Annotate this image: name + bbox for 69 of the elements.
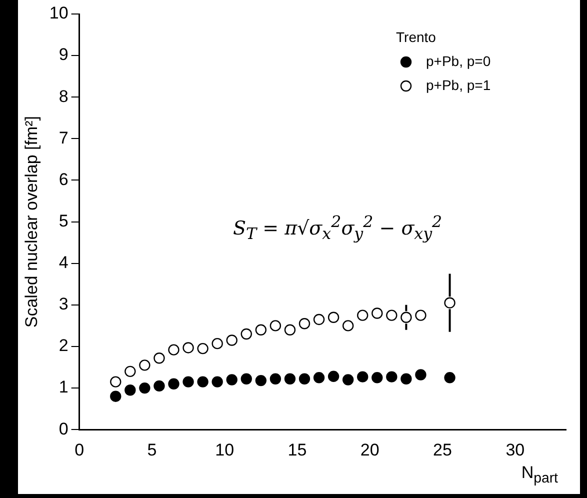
y-tick-label: 1 bbox=[58, 378, 68, 397]
point bbox=[197, 376, 208, 388]
point bbox=[372, 372, 383, 384]
point bbox=[328, 370, 340, 382]
point bbox=[168, 344, 180, 356]
x-axis-title: N$_{part}$ bbox=[521, 462, 558, 486]
point bbox=[415, 310, 426, 321]
point bbox=[313, 314, 325, 326]
legend-title: Trento bbox=[396, 28, 436, 45]
point bbox=[124, 366, 136, 378]
point bbox=[270, 373, 282, 384]
point bbox=[400, 312, 412, 323]
y-tick-label: 9 bbox=[58, 45, 68, 64]
point bbox=[110, 390, 122, 402]
y-tick-label: 10 bbox=[49, 4, 68, 23]
point bbox=[386, 310, 398, 321]
point bbox=[270, 320, 282, 332]
x-tick-label: 10 bbox=[215, 440, 234, 460]
x-tick-label: 0 bbox=[74, 440, 84, 460]
point bbox=[212, 338, 223, 350]
point bbox=[444, 372, 456, 384]
point bbox=[284, 324, 296, 336]
point bbox=[110, 376, 122, 388]
point bbox=[298, 373, 310, 384]
point bbox=[182, 376, 194, 388]
legend-label: p+Pb, p=0 bbox=[426, 52, 491, 69]
point bbox=[328, 312, 340, 323]
point bbox=[240, 328, 252, 340]
point bbox=[284, 373, 296, 384]
point bbox=[182, 342, 194, 354]
y-tick-label: 7 bbox=[58, 128, 68, 148]
point bbox=[212, 376, 223, 388]
point bbox=[342, 374, 354, 386]
x-tick-label: 15 bbox=[288, 440, 307, 460]
point bbox=[154, 352, 165, 364]
point bbox=[255, 374, 267, 386]
point bbox=[386, 371, 398, 382]
y-tick-label: 0 bbox=[58, 419, 68, 438]
legend-label: p+Pb, p=1 bbox=[426, 76, 491, 93]
y-axis-title: Scaled nuclear overlap [fm²] bbox=[22, 116, 41, 328]
point bbox=[240, 373, 252, 384]
y-tick-label: 5 bbox=[58, 211, 68, 230]
point bbox=[313, 372, 325, 384]
x-tick-label: 20 bbox=[360, 440, 380, 460]
point bbox=[372, 308, 383, 319]
y-tick-label: 2 bbox=[58, 336, 68, 356]
point bbox=[124, 384, 136, 396]
x-tick-label: 30 bbox=[506, 440, 525, 460]
point bbox=[226, 334, 238, 346]
point bbox=[415, 369, 426, 380]
point bbox=[357, 371, 368, 382]
y-tick-label: 4 bbox=[58, 253, 68, 272]
point bbox=[255, 324, 267, 336]
x-tick-label: 5 bbox=[147, 440, 157, 460]
point bbox=[139, 382, 150, 394]
point bbox=[342, 320, 354, 332]
point bbox=[444, 297, 456, 308]
point bbox=[400, 373, 412, 384]
point bbox=[139, 360, 150, 371]
point bbox=[298, 318, 310, 330]
y-tick-label: 6 bbox=[58, 170, 68, 189]
point bbox=[357, 310, 368, 321]
point bbox=[197, 342, 208, 354]
point bbox=[226, 374, 238, 386]
x-tick-label: 25 bbox=[433, 440, 452, 460]
point bbox=[154, 380, 165, 392]
y-tick-label: 3 bbox=[58, 294, 68, 314]
point bbox=[168, 378, 180, 390]
y-tick-label: 8 bbox=[58, 86, 68, 106]
